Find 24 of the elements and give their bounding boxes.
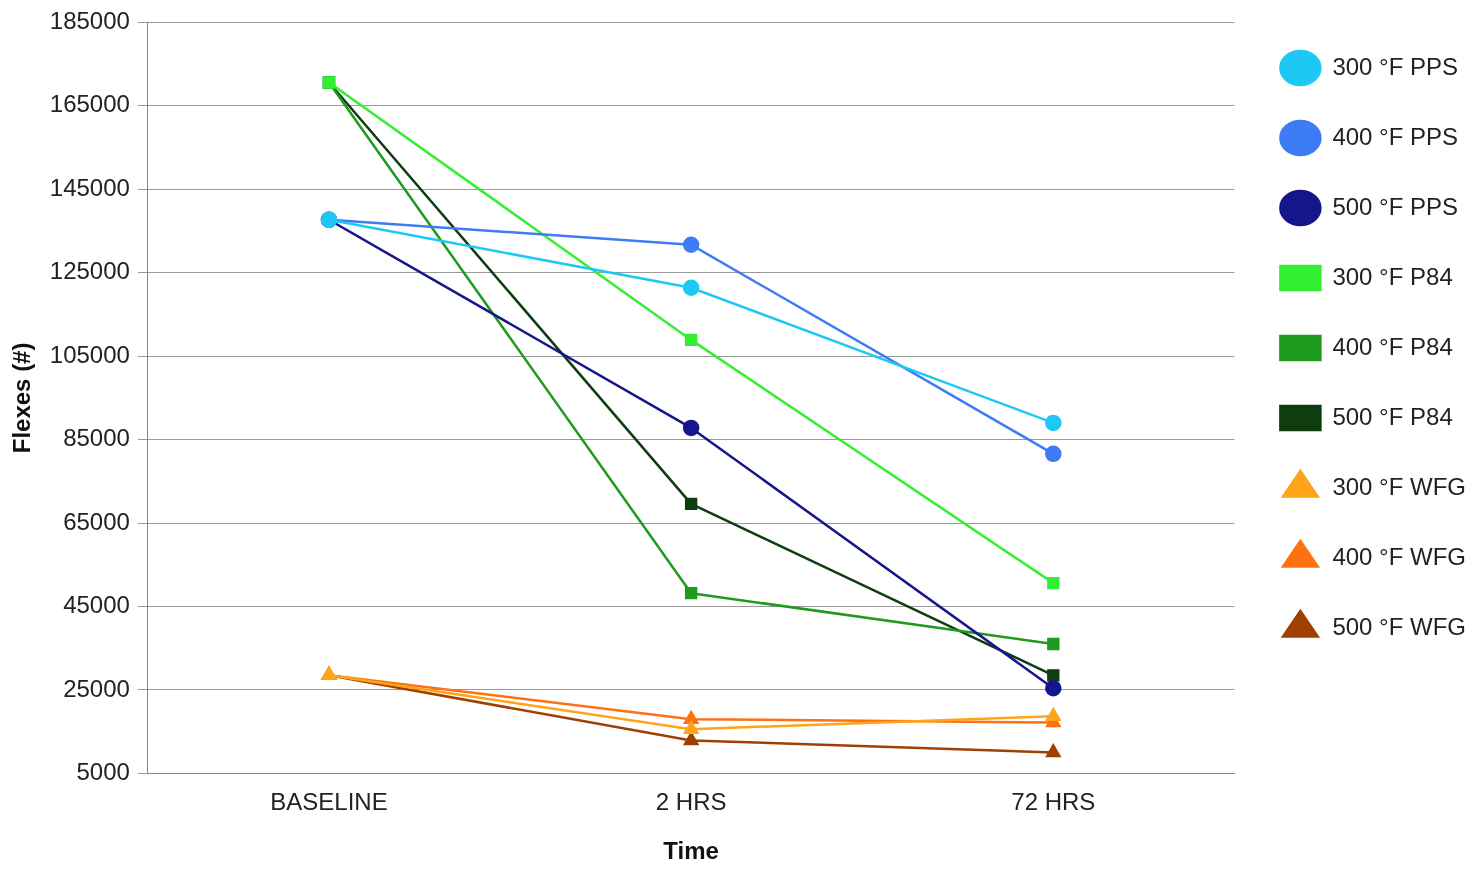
x-axis-title: Time xyxy=(663,837,719,865)
y-tick-label: 85000 xyxy=(63,424,130,452)
y-tick-label: 25000 xyxy=(63,674,130,702)
y-tick-label: 65000 xyxy=(63,507,130,535)
y-tick-label: 145000 xyxy=(49,173,130,201)
x-tick-label: BASELINE xyxy=(270,788,388,816)
legend-label: 400 °F WFG xyxy=(1332,542,1467,570)
y-tick-label: 105000 xyxy=(49,340,130,368)
x-tick-label: 2 HRS xyxy=(655,788,727,816)
legend-label: 500 °F PPS xyxy=(1332,192,1459,220)
y-axis-title: Flexes (#) xyxy=(8,342,36,454)
legend-label: 300 °F P84 xyxy=(1332,262,1453,290)
x-tick-label: 72 HRS xyxy=(1011,788,1096,816)
legend-label: 300 °F WFG xyxy=(1332,472,1467,500)
y-tick-label: 45000 xyxy=(63,591,130,619)
y-tick-label: 5000 xyxy=(76,758,130,786)
y-tick-label: 125000 xyxy=(49,257,130,285)
y-tick-label: 165000 xyxy=(49,90,130,118)
y-tick-label: 185000 xyxy=(49,7,130,35)
legend-label: 500 °F P84 xyxy=(1332,402,1453,430)
legend-label: 500 °F WFG xyxy=(1332,612,1467,640)
legend-label: 400 °F PPS xyxy=(1332,122,1459,150)
legend-label: 300 °F PPS xyxy=(1332,52,1459,80)
legend-label: 400 °F P84 xyxy=(1332,332,1453,360)
